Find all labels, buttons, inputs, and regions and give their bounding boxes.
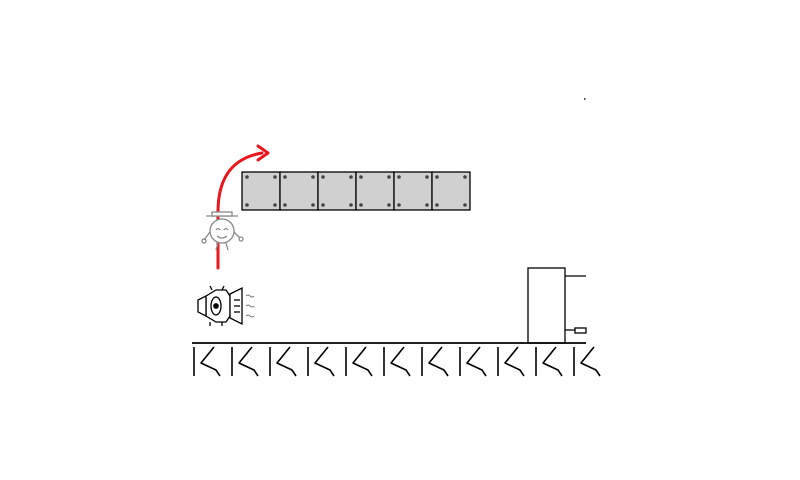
player-jumping-icon — [201, 211, 244, 251]
metal-block — [431, 171, 471, 211]
metal-block — [393, 171, 433, 211]
metal-block — [241, 171, 281, 211]
sound-wave-icon — [245, 294, 255, 318]
ground-segment — [383, 346, 411, 377]
floating-block-row — [241, 171, 471, 211]
ground-segment — [231, 346, 259, 377]
background-speck — [584, 98, 586, 100]
ground-segment — [269, 346, 297, 377]
ground-segment — [573, 346, 601, 377]
metal-block — [317, 171, 357, 211]
speaker-robot-icon — [197, 285, 243, 326]
metal-block — [355, 171, 395, 211]
ground-conveyor — [192, 342, 601, 377]
jump-hint-arrow — [216, 144, 270, 270]
ground-segment — [497, 346, 525, 377]
metal-block — [279, 171, 319, 211]
exit-door-icon — [527, 267, 587, 344]
ground-segment — [345, 346, 373, 377]
ground-segment — [307, 346, 335, 377]
ground-segment — [459, 346, 487, 377]
ground-segment — [535, 346, 563, 377]
ground-segment — [193, 346, 221, 377]
ground-segment — [421, 346, 449, 377]
